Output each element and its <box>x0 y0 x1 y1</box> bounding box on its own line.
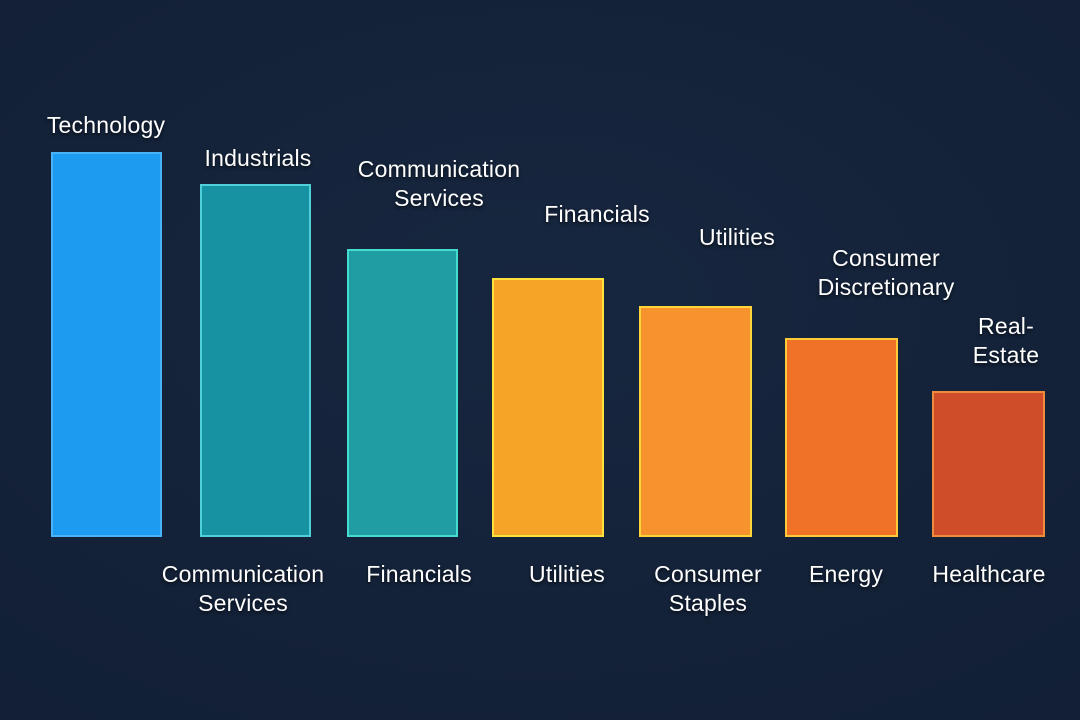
bottom-label-communication-services: Communication Services <box>162 560 324 618</box>
label-line: Healthcare <box>932 561 1046 587</box>
label-line: Services <box>394 185 484 211</box>
top-label-financials: Financials <box>544 200 650 229</box>
label-line: Communication <box>357 156 521 182</box>
bar-industrials <box>200 184 311 537</box>
top-label-communication-services: Communication Services <box>358 155 520 213</box>
label-line: Financials <box>544 201 650 227</box>
top-label-utilities: Utilities <box>699 223 775 252</box>
bar-financials <box>492 278 604 537</box>
bar-utilities <box>639 306 752 537</box>
bottom-label-financials: Financials <box>366 560 472 589</box>
label-line: Staples <box>668 590 748 616</box>
top-label-technology: Technology <box>47 111 165 140</box>
bottom-label-energy: Energy <box>809 560 883 589</box>
label-line: Discretionary <box>817 274 955 300</box>
label-line: Industrials <box>204 145 312 171</box>
label-line: Consumer <box>832 245 940 271</box>
label-line: Consumer <box>654 561 762 587</box>
label-line: Real- <box>978 313 1034 339</box>
bar-consumer-discretionary <box>785 338 898 537</box>
label-line: Financials <box>366 561 472 587</box>
bottom-label-healthcare: Healthcare <box>932 560 1045 589</box>
label-line: Utilities <box>529 561 605 587</box>
label-line: Utilities <box>699 224 775 250</box>
top-label-consumer-discretionary: Consumer Discretionary <box>818 244 955 302</box>
label-line: Energy <box>808 561 884 587</box>
label-line: Estate <box>972 342 1040 368</box>
label-line: Services <box>198 590 288 616</box>
bottom-label-utilities: Utilities <box>529 560 605 589</box>
bottom-label-consumer-staples: Consumer Staples <box>654 560 762 618</box>
bar-communication-services <box>347 249 458 537</box>
label-line: Technology <box>46 112 166 138</box>
bar-technology <box>51 152 162 537</box>
top-label-real-estate: Real- Estate <box>973 312 1039 370</box>
bar-real-estate <box>932 391 1045 537</box>
top-label-industrials: Industrials <box>204 144 311 173</box>
label-line: Communication <box>161 561 325 587</box>
